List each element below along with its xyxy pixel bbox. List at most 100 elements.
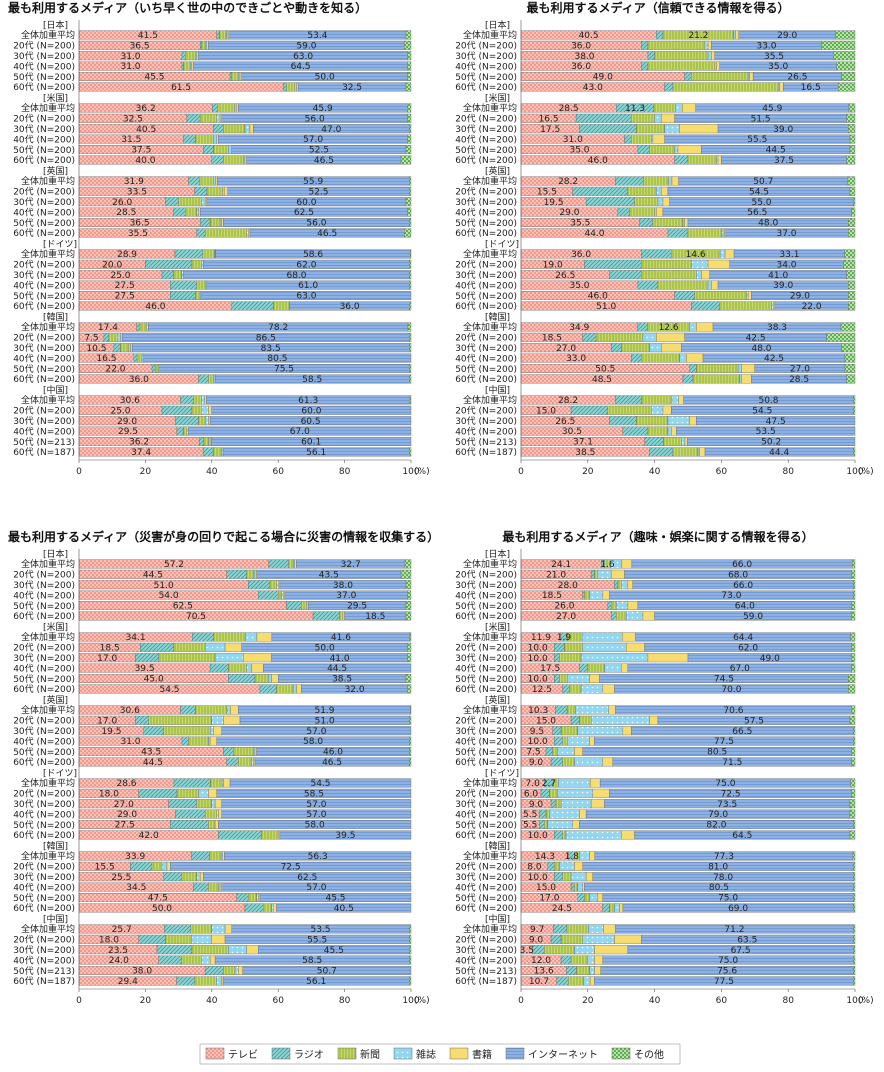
bar-segment-radio [183, 134, 196, 144]
bar-segment-internet [696, 416, 856, 426]
bar-segment-magazine [201, 955, 211, 965]
bar-segment-other [853, 955, 856, 965]
x-tick-label: 40 [206, 996, 218, 1006]
data-label: 36.0 [129, 375, 149, 385]
data-label: 55.9 [303, 177, 323, 187]
x-tick-label: 60 [716, 467, 728, 477]
bar-segment-books [679, 124, 719, 134]
bar-segment-books [749, 71, 754, 81]
data-label: 58.5 [302, 375, 322, 385]
bar-segment-paper [555, 799, 562, 809]
row-label: 60代 (N=187) [455, 976, 517, 987]
bar-segment-books [608, 705, 616, 715]
row-label: 30代 (N=200) [13, 416, 75, 427]
data-label: 40.5 [579, 31, 599, 41]
bar-segment-magazine [547, 820, 573, 830]
bar-segment-paper [158, 653, 216, 663]
bar-segment-paper [183, 61, 191, 71]
data-label: 55.5 [307, 935, 327, 945]
data-label: 28.6 [116, 779, 136, 789]
bar-segment-radio [312, 611, 340, 621]
legend-label: 新聞 [360, 1048, 380, 1061]
bar-segment-books [278, 580, 281, 590]
axis-unit: (%) [414, 467, 430, 477]
bar-segment-magazine [737, 364, 742, 374]
bar-segment-magazine [199, 291, 203, 301]
bar-segment-other [853, 590, 856, 600]
bar-segment-radio [607, 601, 612, 611]
data-label: 10.0 [528, 737, 548, 747]
bar-segment-internet [259, 893, 412, 903]
bar-segment-other [409, 186, 412, 196]
data-label: 73.5 [717, 800, 737, 810]
bar-segment-paper [213, 144, 229, 154]
data-label: 30.6 [120, 396, 140, 406]
bar-segment-magazine [226, 705, 231, 715]
data-label: 37.1 [573, 438, 593, 448]
bar-segment-books [253, 757, 256, 767]
bar-segment-paper [248, 893, 257, 903]
bar-segment-radio [286, 601, 302, 611]
row-label: 60代 (N=200) [13, 228, 75, 239]
bar-segment-magazine [201, 395, 206, 405]
bar-segment-other [409, 945, 412, 955]
row-label: 全体加重平均 [21, 631, 75, 643]
country-label: [韓国] [485, 841, 510, 852]
data-label: 62.5 [173, 602, 193, 612]
bar-segment-books [647, 653, 689, 663]
bar-segment-internet [279, 830, 412, 840]
x-tick-label: 20 [582, 996, 594, 1006]
row-label: 40代 (N=200) [13, 809, 75, 820]
data-label: 9.5 [530, 727, 544, 737]
bar-segment-radio [547, 861, 555, 871]
bar-segment-paper [181, 955, 203, 965]
x-tick-label: 80 [782, 467, 794, 477]
data-label: 17.5 [540, 125, 560, 135]
row-label: 20代 (N=200) [455, 716, 517, 727]
bar-segment-paper [636, 416, 669, 426]
bar-segment-other [848, 291, 856, 301]
bar-segment-magazine [615, 601, 629, 611]
bar-segment-paper [649, 144, 675, 154]
bar-segment-books [649, 715, 659, 725]
bar-segment-radio [582, 590, 585, 600]
data-label: 46.0 [588, 292, 608, 302]
row-label: 30代 (N=200) [13, 799, 75, 810]
bar-segment-books [597, 893, 604, 903]
data-label: 32.7 [341, 560, 361, 570]
bar-segment-radio [135, 715, 149, 725]
data-label: 24.5 [552, 904, 572, 914]
data-label: 71.5 [722, 758, 742, 768]
panel-title: 最も利用するメディア（信頼できる情報を得る） [527, 0, 790, 15]
bar-segment-books [590, 799, 605, 809]
bar-segment-magazine [589, 966, 596, 976]
row-label: 40代 (N=200) [455, 426, 517, 437]
row-label: 60代 (N=200) [455, 228, 517, 239]
data-label: 12.5 [532, 685, 552, 695]
data-label: 5.5 [523, 821, 537, 831]
bar-segment-other [851, 757, 856, 767]
bar-segment-paper [273, 301, 291, 311]
data-label: 33.1 [779, 250, 799, 260]
bar-segment-radio [198, 437, 205, 447]
data-label: 57.0 [306, 883, 326, 893]
data-label: 34.0 [776, 260, 796, 270]
row-label: 20代 (N=200) [455, 260, 517, 271]
bar-segment-magazine [590, 715, 650, 725]
bar-segment-internet [242, 966, 412, 976]
data-label: 31.0 [120, 52, 140, 62]
data-label: 31.9 [124, 177, 144, 187]
data-label: 3.5 [520, 946, 534, 956]
data-label: 12.0 [531, 956, 551, 966]
bar-segment-radio [554, 642, 565, 652]
data-label: 56.0 [306, 219, 326, 229]
bar-segment-radio [614, 395, 643, 405]
data-label: 37.5 [131, 146, 151, 156]
bar-segment-magazine [245, 632, 258, 642]
axis-unit: (%) [414, 996, 430, 1006]
bar-segment-books [206, 40, 209, 50]
bar-segment-paper [594, 569, 599, 579]
bar-segment-magazine [557, 747, 575, 757]
x-tick-label: 0 [518, 996, 524, 1006]
data-label: 50.7 [753, 177, 773, 187]
